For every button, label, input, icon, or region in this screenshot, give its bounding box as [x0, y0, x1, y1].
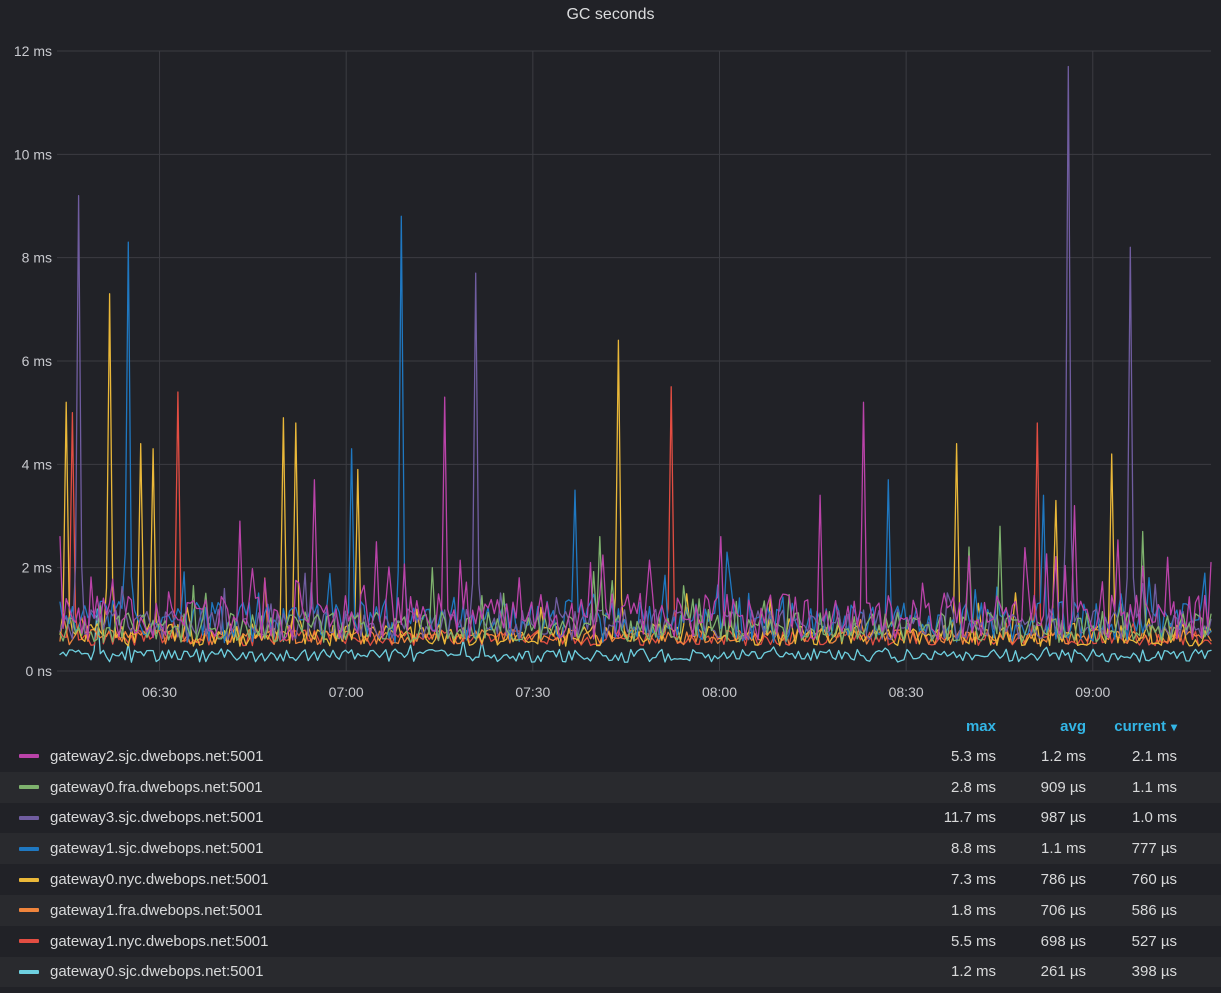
series-avg: 706 µs — [1040, 901, 1086, 919]
y-tick-label: 6 ms — [22, 353, 52, 369]
series-label[interactable]: gateway2.sjc.dwebops.net:5001 — [0, 748, 886, 765]
legend: max avg current ▾ gateway2.sjc.dwebops.ne… — [0, 712, 1221, 988]
x-tick-label: 08:00 — [702, 684, 737, 700]
x-tick-label: 07:00 — [329, 684, 364, 700]
legend-row[interactable]: gateway0.fra.dwebops.net:5001 2.8 ms 909 µ… — [0, 771, 1221, 803]
series-color-swatch-icon — [19, 785, 39, 790]
series-max: 5.3 ms — [950, 747, 996, 765]
series-name: gateway1.fra.dwebops.net:5001 — [50, 901, 263, 919]
x-tick-label: 08:30 — [889, 684, 924, 700]
series-line-gateway0.fra.dwebops.net:5001 — [59, 525, 1212, 644]
series-line-gateway3.sjc.dwebops.net:5001 — [59, 65, 1212, 641]
series-color-swatch-icon — [19, 969, 39, 974]
series-label[interactable]: gateway0.sjc.dwebops.net:5001 — [0, 963, 886, 980]
legend-row[interactable]: gateway1.nyc.dwebops.net:5001 5.5 ms 698 µ… — [0, 926, 1221, 957]
series-avg: 786 µs — [1040, 871, 1086, 889]
series-line-gateway2.sjc.dwebops.net:5001 — [59, 396, 1212, 641]
series-current: 398 µs — [1131, 963, 1177, 981]
series-avg: 1.2 ms — [1040, 747, 1086, 765]
series-current: 2.1 ms — [1131, 747, 1177, 765]
gc-seconds-chart[interactable]: 0 ns 2 ms 4 ms 6 ms 8 ms 10 ms 12 ms 06:30 07:00… — [0, 0, 1221, 705]
y-tick-label: 0 ns — [26, 663, 52, 679]
x-tick-label: 09:00 — [1075, 684, 1110, 700]
series-max: 8.8 ms — [950, 840, 996, 858]
series-color-swatch-icon — [19, 846, 39, 851]
series-color-swatch-icon — [19, 815, 39, 820]
series-avg: 261 µs — [1040, 963, 1086, 981]
series-name: gateway3.sjc.dwebops.net:5001 — [50, 809, 264, 827]
legend-row[interactable]: gateway1.sjc.dwebops.net:5001 8.8 ms 1.1 m… — [0, 833, 1221, 865]
series-name: gateway0.fra.dwebops.net:5001 — [50, 778, 263, 796]
series-color-swatch-icon — [19, 939, 39, 944]
legend-row[interactable]: gateway1.fra.dwebops.net:5001 1.8 ms 706 µ… — [0, 894, 1221, 926]
legend-sort-max[interactable]: max — [965, 718, 996, 735]
legend-sort-avg[interactable]: avg — [1060, 718, 1086, 735]
series-label[interactable]: gateway3.sjc.dwebops.net:5001 — [0, 809, 886, 826]
series-label[interactable]: gateway1.sjc.dwebops.net:5001 — [0, 840, 886, 857]
legend-row[interactable]: gateway3.sjc.dwebops.net:5001 11.7 ms 987 … — [0, 803, 1221, 834]
series-color-swatch-icon — [19, 908, 39, 913]
series-max: 1.2 ms — [950, 963, 996, 981]
series-label[interactable]: gateway0.nyc.dwebops.net:5001 — [0, 871, 886, 888]
series-avg: 698 µs — [1040, 932, 1086, 950]
panel-title: GC seconds — [566, 6, 655, 23]
series-avg: 987 µs — [1040, 809, 1086, 827]
sort-desc-caret-icon: ▾ — [1170, 720, 1177, 734]
series-max: 5.5 ms — [950, 932, 996, 950]
series-max: 2.8 ms — [950, 778, 996, 796]
legend-header: max avg current ▾ — [0, 712, 1221, 741]
series-color-swatch-icon — [19, 754, 39, 759]
series-current: 1.1 ms — [1131, 778, 1177, 796]
series-current: 1.0 ms — [1131, 809, 1177, 827]
series-current: 777 µs — [1131, 840, 1177, 858]
x-tick-label: 06:30 — [142, 684, 177, 700]
series-line-gateway1.sjc.dwebops.net:5001 — [59, 215, 1212, 644]
series-current: 527 µs — [1131, 932, 1177, 950]
y-tick-label: 10 ms — [14, 146, 52, 162]
series-name: gateway1.sjc.dwebops.net:5001 — [50, 840, 264, 858]
series-name: gateway0.sjc.dwebops.net:5001 — [50, 963, 264, 981]
legend-row[interactable]: gateway2.sjc.dwebops.net:5001 5.3 ms 1.2 m… — [0, 741, 1221, 772]
y-tick-label: 2 ms — [22, 560, 52, 576]
series-max: 1.8 ms — [950, 901, 996, 919]
series-max: 7.3 ms — [950, 871, 996, 889]
y-tick-label: 8 ms — [22, 250, 52, 266]
series-name: gateway0.nyc.dwebops.net:5001 — [50, 871, 269, 889]
series-name: gateway1.nyc.dwebops.net:5001 — [50, 932, 269, 950]
x-tick-label: 07:30 — [515, 684, 550, 700]
series-avg: 1.1 ms — [1040, 840, 1086, 858]
legend-row[interactable]: gateway0.nyc.dwebops.net:5001 7.3 ms 786 µ… — [0, 864, 1221, 895]
legend-row[interactable]: gateway0.sjc.dwebops.net:5001 1.2 ms 261 µ… — [0, 956, 1221, 988]
series-label[interactable]: gateway1.fra.dwebops.net:5001 — [0, 902, 886, 919]
legend-sort-current[interactable]: current ▾ — [1114, 718, 1177, 735]
legend-rows: gateway2.sjc.dwebops.net:5001 5.3 ms 1.2 m… — [0, 741, 1221, 988]
series-avg: 909 µs — [1040, 778, 1086, 796]
series-label[interactable]: gateway0.fra.dwebops.net:5001 — [0, 779, 886, 796]
series-name: gateway2.sjc.dwebops.net:5001 — [50, 747, 264, 765]
y-tick-label: 12 ms — [14, 43, 52, 59]
series-label[interactable]: gateway1.nyc.dwebops.net:5001 — [0, 933, 886, 950]
series-color-swatch-icon — [19, 877, 39, 882]
series-current: 586 µs — [1131, 901, 1177, 919]
series-max: 11.7 ms — [943, 809, 996, 827]
series-line-gateway0.sjc.dwebops.net:5001 — [59, 608, 1212, 663]
y-tick-label: 4 ms — [22, 456, 52, 472]
series-current: 760 µs — [1131, 871, 1177, 889]
